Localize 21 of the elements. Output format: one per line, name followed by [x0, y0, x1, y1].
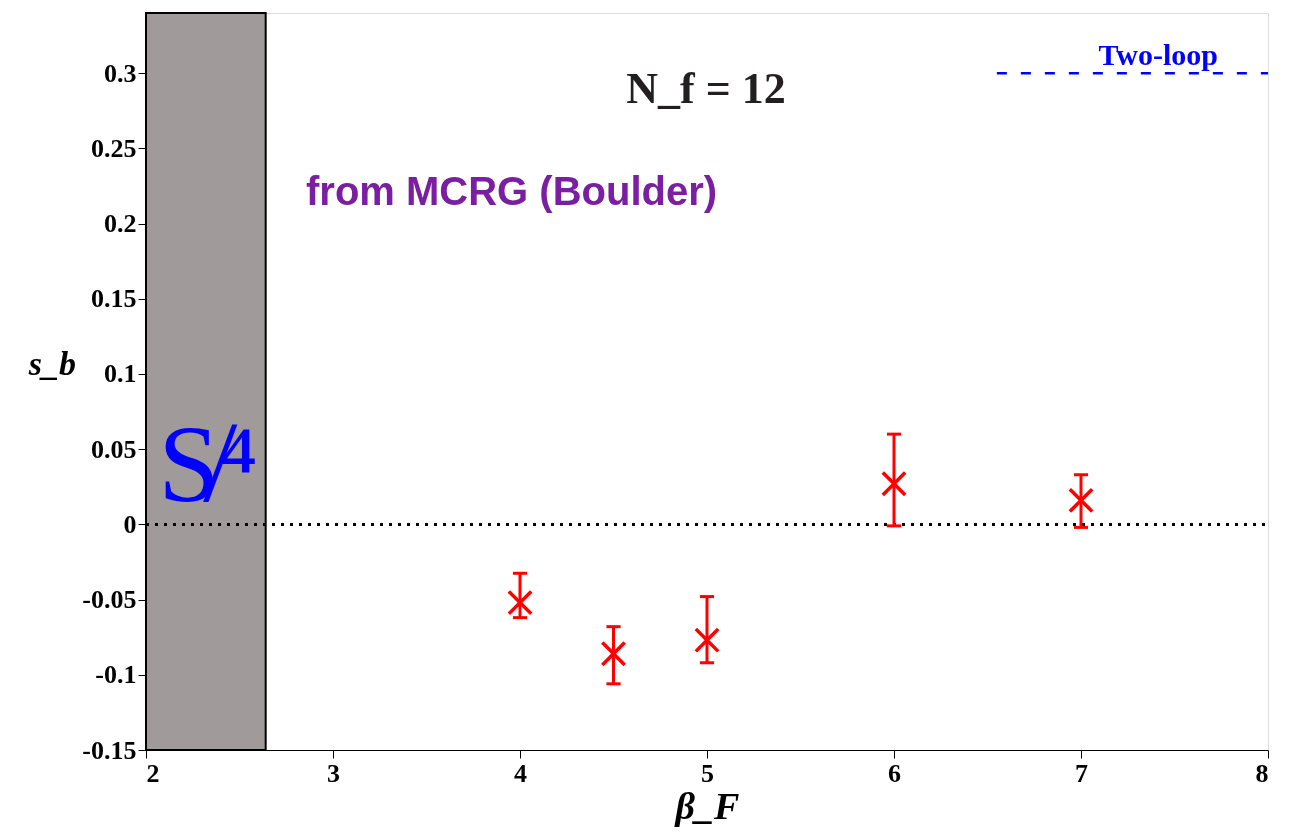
y-tick-label: 0.1 [104, 359, 137, 389]
y-tick-label: 0 [123, 509, 137, 539]
x-tick-label: 6 [888, 758, 901, 788]
y-tick-label: -0.1 [95, 660, 137, 690]
y-tick-label: 0.2 [104, 209, 137, 239]
annotation: from MCRG (Boulder) [306, 169, 718, 213]
x-tick-label: 2 [146, 758, 160, 788]
y-tick-label: -0.15 [82, 735, 137, 765]
y-axis-title: s_b [27, 345, 76, 382]
x-tick-label: 3 [327, 758, 340, 788]
y-tick-label: 0.15 [91, 284, 137, 314]
text: N_f = 12 [626, 64, 786, 113]
x-tick-label: 4 [514, 758, 527, 788]
x-tick-label: 8 [1255, 758, 1269, 788]
y-tick-label: 0.25 [91, 133, 137, 163]
x-tick-label: 7 [1075, 758, 1088, 788]
series-label: Two-loop [1098, 38, 1218, 72]
annotation: S̸⁴ [158, 403, 258, 525]
y-tick-label: 0.3 [104, 58, 137, 88]
y-tick-label: -0.05 [82, 585, 137, 615]
y-tick-label: 0.05 [91, 434, 137, 464]
